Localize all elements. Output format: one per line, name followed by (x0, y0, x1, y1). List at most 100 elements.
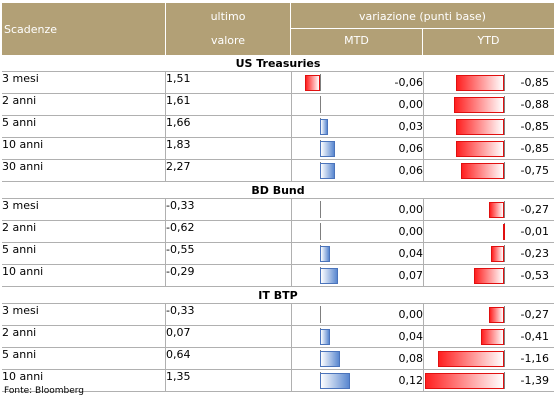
mtd-bar (320, 329, 330, 345)
ytd-bar (490, 246, 504, 262)
header-scadenze: Scadenze (4, 22, 58, 36)
section-title: BD Bund (2, 182, 554, 199)
ytd-bar (424, 373, 504, 389)
ytd-value: -1,16 (520, 352, 549, 365)
ytd-bar (455, 75, 504, 91)
mtd-value: 0,12 (398, 374, 424, 387)
mtd-value: 0,04 (398, 247, 424, 260)
mtd-bar (320, 351, 340, 367)
ytd-bar (480, 329, 504, 345)
header-ytd: YTD (477, 33, 500, 47)
ytd-value: -1,39 (520, 374, 549, 387)
ytd-value: -0,75 (520, 164, 549, 177)
yield-table: Scadenze ultimo valore variazione (punti… (2, 3, 554, 392)
ytd-value: -0,53 (520, 269, 549, 282)
mtd-bar (320, 141, 335, 157)
table-row: 30 anni 2,27 0,06 -0,75 (2, 160, 554, 182)
table-row: 2 anni -0,62 0,00 -0,01 (2, 221, 554, 243)
ytd-bar (453, 97, 504, 113)
source-note: Fonte: Bloomberg (4, 386, 84, 396)
maturity-label: 2 anni (2, 94, 37, 107)
table-body: US Treasuries 3 mesi 1,51 -0,06 -0,85 2 anni 1… (2, 55, 554, 392)
table-row: 5 anni -0,55 0,04 -0,23 (2, 243, 554, 265)
mtd-value: 0,08 (398, 352, 424, 365)
last-value: 0,64 (166, 348, 191, 361)
header-variazione: variazione (punti base) (359, 9, 486, 23)
ytd-bar (455, 119, 504, 135)
ytd-value: -0,27 (520, 308, 549, 321)
ytd-bar (461, 163, 504, 179)
header-valore: valore (210, 33, 246, 47)
last-value: 1,66 (166, 116, 191, 129)
mtd-bar (320, 119, 328, 135)
mtd-bar (320, 246, 330, 262)
maturity-label: 3 mesi (2, 199, 39, 212)
table-row: 10 anni 1,35 0,12 -1,39 (2, 370, 554, 392)
ytd-value: -0,27 (520, 203, 549, 216)
table-row: 5 anni 1,66 0,03 -0,85 (2, 116, 554, 138)
mtd-value: 0,06 (398, 142, 424, 155)
mtd-bar (320, 268, 338, 284)
maturity-label: 2 anni (2, 221, 37, 234)
mtd-value: 0,00 (398, 225, 424, 238)
last-value: 2,27 (166, 160, 191, 173)
ytd-value: -0,85 (520, 76, 549, 89)
table-row: 2 anni 0,07 0,04 -0,41 (2, 326, 554, 348)
table-row: 10 anni 1,83 0,06 -0,85 (2, 138, 554, 160)
table-row: 3 mesi 1,51 -0,06 -0,85 (2, 72, 554, 94)
table-row: 10 anni -0,29 0,07 -0,53 (2, 265, 554, 287)
mtd-bar (320, 373, 350, 389)
ytd-value: -0,01 (520, 225, 549, 238)
last-value: 1,83 (166, 138, 191, 151)
last-value: 1,35 (166, 370, 191, 383)
ytd-bar (473, 268, 504, 284)
ytd-bar (437, 351, 504, 367)
ytd-value: -0,85 (520, 120, 549, 133)
maturity-label: 10 anni (2, 138, 44, 151)
last-value: 1,61 (166, 94, 191, 107)
last-value: -0,33 (166, 304, 195, 317)
ytd-bar (488, 202, 504, 218)
section-title: US Treasuries (2, 55, 554, 72)
maturity-label: 2 anni (2, 326, 37, 339)
mtd-value: 0,03 (398, 120, 424, 133)
mtd-value: 0,00 (398, 98, 424, 111)
table-row: 5 anni 0,64 0,08 -1,16 (2, 348, 554, 370)
last-value: -0,33 (166, 199, 195, 212)
ytd-value: -0,85 (520, 142, 549, 155)
header-ultimo: ultimo (210, 9, 246, 23)
ytd-value: -0,41 (520, 330, 549, 343)
last-value: 0,07 (166, 326, 191, 339)
ytd-bar (503, 224, 505, 240)
mtd-value: 0,00 (398, 308, 424, 321)
mtd-value: -0,06 (394, 76, 423, 89)
mtd-bar (320, 163, 335, 179)
mtd-bar (305, 75, 320, 91)
maturity-label: 10 anni (2, 370, 44, 383)
ytd-value: -0,23 (520, 247, 549, 260)
mtd-value: 0,07 (398, 269, 424, 282)
maturity-label: 5 anni (2, 348, 37, 361)
maturity-label: 30 anni (2, 160, 44, 173)
maturity-label: 3 mesi (2, 304, 39, 317)
last-value: 1,51 (166, 72, 191, 85)
header-mtd: MTD (344, 33, 369, 47)
ytd-bar (488, 307, 504, 323)
maturity-label: 5 anni (2, 243, 37, 256)
table-row: 3 mesi -0,33 0,00 -0,27 (2, 304, 554, 326)
mtd-value: 0,06 (398, 164, 424, 177)
table-header: Scadenze ultimo valore variazione (punti… (2, 3, 554, 55)
last-value: -0,62 (166, 221, 195, 234)
maturity-label: 3 mesi (2, 72, 39, 85)
ytd-value: -0,88 (520, 98, 549, 111)
mtd-value: 0,04 (398, 330, 424, 343)
last-value: -0,29 (166, 265, 195, 278)
mtd-value: 0,00 (398, 203, 424, 216)
maturity-label: 10 anni (2, 265, 44, 278)
table-row: 2 anni 1,61 0,00 -0,88 (2, 94, 554, 116)
table-row: 3 mesi -0,33 0,00 -0,27 (2, 199, 554, 221)
last-value: -0,55 (166, 243, 195, 256)
section-title: IT BTP (2, 287, 554, 304)
ytd-bar (455, 141, 504, 157)
maturity-label: 5 anni (2, 116, 37, 129)
